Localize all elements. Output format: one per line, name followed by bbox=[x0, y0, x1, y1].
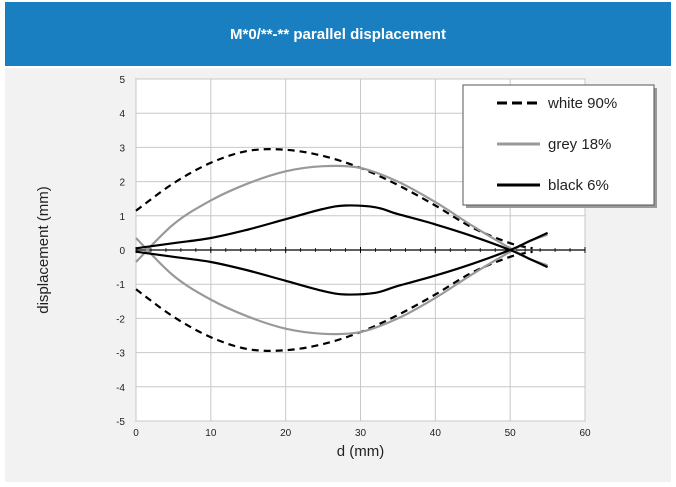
y-tick-label: -1 bbox=[116, 280, 125, 291]
series-line-black-6-lower bbox=[135, 231, 549, 296]
series-line-black-6-upper bbox=[135, 204, 549, 269]
x-tick-label: 60 bbox=[579, 428, 591, 439]
y-tick-label: 4 bbox=[119, 109, 125, 120]
x-tick-label: 40 bbox=[430, 428, 442, 439]
y-tick-label: -4 bbox=[116, 383, 125, 394]
series-line-grey-18-lower bbox=[135, 233, 548, 336]
x-tick-label: 50 bbox=[505, 428, 517, 439]
y-tick-label: -5 bbox=[116, 417, 125, 428]
y-tick-label: 2 bbox=[119, 178, 125, 189]
series-line-grey-18-upper bbox=[135, 164, 548, 267]
y-tick-label: 1 bbox=[119, 212, 125, 223]
legend-label-black-6: black 6% bbox=[548, 177, 609, 194]
x-tick-label: 30 bbox=[355, 428, 367, 439]
y-tick-label: -3 bbox=[116, 349, 125, 360]
y-tick-label: 3 bbox=[119, 143, 125, 154]
legend-label-grey-18: grey 18% bbox=[548, 136, 611, 153]
y-tick-label: 0 bbox=[119, 246, 125, 257]
x-tick-label: 0 bbox=[133, 428, 139, 439]
legend-box bbox=[462, 84, 655, 206]
y-tick-label: -2 bbox=[116, 314, 125, 325]
x-tick-label: 20 bbox=[280, 428, 292, 439]
y-axis-title: displacement (mm) bbox=[35, 186, 52, 314]
legend-label-white-90: white 90% bbox=[547, 95, 617, 112]
chart-title: M*0/**-** parallel displacement bbox=[5, 2, 671, 66]
x-axis-title: d (mm) bbox=[337, 443, 385, 460]
y-tick-label: 5 bbox=[119, 75, 125, 86]
x-tick-label: 10 bbox=[205, 428, 217, 439]
